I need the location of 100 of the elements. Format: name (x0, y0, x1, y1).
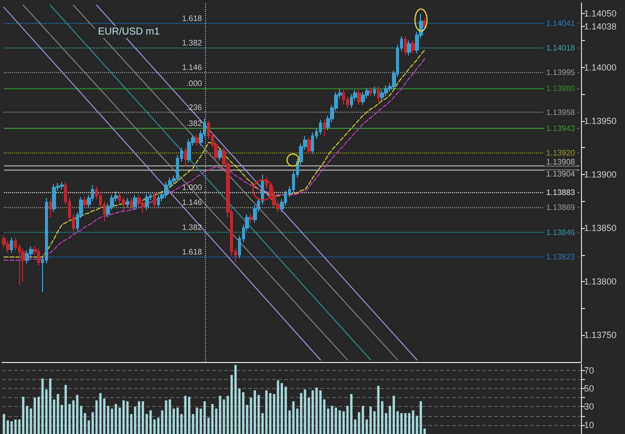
candlestick (357, 89, 361, 106)
bar (369, 406, 372, 434)
candlestick (133, 194, 137, 210)
y-tick-label: 1.14038 (584, 22, 617, 32)
bar (203, 401, 206, 434)
bar (254, 390, 256, 434)
ref-line-label: 1.13995 (546, 68, 576, 78)
y-tick-label: 50 (584, 384, 594, 394)
ref-line-label: 1.14018 (546, 44, 576, 53)
bar (269, 393, 272, 434)
ref-line-label: 1.13980 (546, 84, 576, 94)
bar (312, 390, 314, 434)
y-tick-label: 10 (584, 420, 594, 430)
ref-line-label: 1.13823 (546, 252, 576, 262)
ref-line-label: 1.13943 (546, 124, 576, 133)
candlestick (157, 194, 160, 208)
candlestick (350, 94, 353, 109)
ref-line-label: 1.13869 (546, 203, 576, 212)
y-tick-label: 1.13750 (584, 330, 617, 340)
candlestick (153, 192, 156, 208)
candlestick (145, 193, 149, 210)
candlestick (187, 138, 191, 164)
bar (34, 398, 36, 434)
candlestick (407, 40, 411, 56)
bar (300, 393, 302, 434)
candlestick (25, 250, 29, 264)
bar (377, 386, 380, 434)
bar (392, 396, 395, 434)
ref-line-label: 1.13958 (546, 108, 576, 117)
bar (188, 396, 190, 434)
candlestick (380, 89, 384, 102)
candlestick (184, 147, 187, 168)
bar (404, 413, 407, 434)
candlestick (218, 147, 222, 162)
candlestick (10, 237, 13, 254)
annotation: 1.146 (182, 198, 203, 208)
annotation: 1.382 (182, 222, 203, 232)
candlestick (307, 136, 311, 155)
y-tick-label: 1.13800 (584, 276, 617, 287)
candlestick (361, 91, 365, 106)
bar (338, 410, 341, 434)
candlestick (404, 36, 407, 56)
bar (114, 404, 118, 434)
bar (49, 378, 52, 434)
bar (142, 401, 144, 434)
candlestick (83, 196, 87, 208)
annotation: 1.618 (182, 14, 203, 23)
bar (242, 392, 244, 434)
bar (149, 410, 152, 434)
candlestick (122, 196, 125, 212)
candlestick (423, 18, 426, 30)
y-tick-label: 1.13900 (584, 169, 617, 180)
bar (284, 386, 287, 434)
annotation: 1.146 (182, 63, 203, 72)
candlestick (37, 248, 40, 266)
bar (420, 401, 422, 434)
candlestick (21, 248, 25, 282)
annotation: .000 (186, 79, 203, 88)
y-tick-label: 1.14000 (584, 62, 617, 72)
candlestick (49, 198, 52, 218)
candlestick (249, 214, 253, 224)
candlestick (342, 89, 345, 106)
ref-line-label: 1.13904 (546, 170, 576, 179)
text: EUR/USD m1 (98, 26, 160, 38)
candlestick (52, 184, 56, 212)
ref-line-label: 1.13846 (546, 228, 576, 237)
bar (76, 394, 78, 434)
candlestick (195, 134, 199, 146)
y-tick-label: 1.13850 (584, 223, 617, 234)
candlestick (411, 40, 415, 54)
y-tick-label: 70 (584, 365, 594, 376)
y-tick-label: 30 (584, 402, 594, 412)
candlestick (384, 85, 388, 97)
candlestick (164, 181, 168, 199)
candlestick (311, 132, 314, 155)
bar (176, 408, 179, 434)
bar (64, 384, 67, 434)
candlestick (130, 198, 133, 210)
y-tick-label: 1.14050 (584, 8, 617, 19)
bar (10, 421, 13, 434)
bar (350, 394, 352, 434)
annotation: 1.618 (182, 247, 203, 256)
ref-line-label: 1.13883 (546, 188, 576, 198)
bar (184, 396, 187, 434)
bar (22, 396, 24, 434)
ref-line-label: 1.13920 (546, 148, 576, 158)
ref-line-label: 1.13908 (546, 157, 576, 166)
candlestick (60, 181, 64, 190)
annotation: 1.000 (182, 183, 203, 192)
bar (258, 394, 260, 434)
candlestick (319, 119, 322, 136)
candlestick (323, 119, 326, 136)
bar (211, 404, 214, 434)
annotation: 1.382 (182, 38, 203, 48)
candlestick (369, 87, 372, 97)
bar (408, 413, 410, 434)
bar (280, 383, 284, 434)
candlestick (126, 198, 129, 208)
annotation: .382 (186, 118, 203, 128)
candlestick (377, 86, 380, 102)
